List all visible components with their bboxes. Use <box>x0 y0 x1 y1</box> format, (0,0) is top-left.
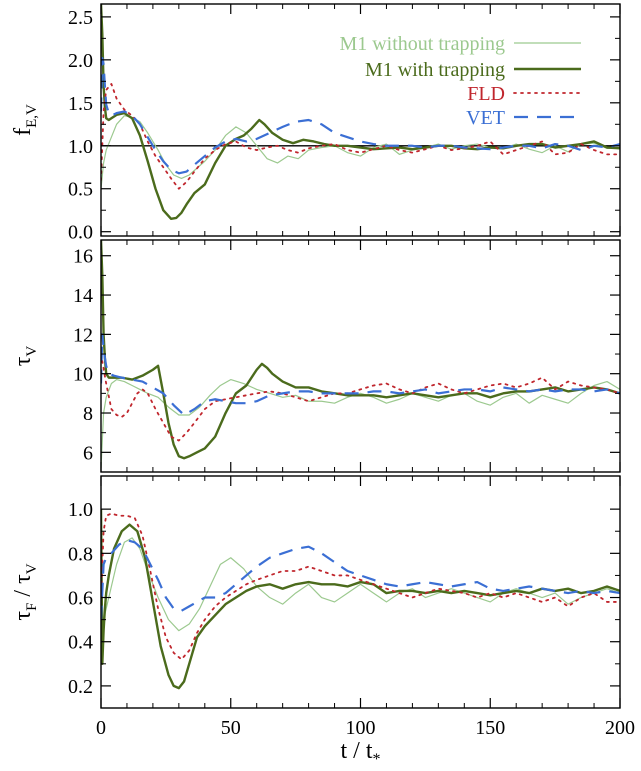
plot-frame <box>100 239 621 473</box>
y-tick-label: 14 <box>73 285 93 307</box>
y-tick-label: 0.6 <box>68 588 93 610</box>
legend-label: M1 without trapping <box>339 33 505 55</box>
series-vet <box>101 538 620 620</box>
series-vet <box>101 57 620 175</box>
series-m1-with-trapping <box>101 509 620 690</box>
y-tick-label: 2.5 <box>68 7 93 29</box>
series-group <box>101 4 620 221</box>
x-tick-label: 0 <box>96 717 106 739</box>
y-tick-label: 10 <box>73 364 93 386</box>
panel-tauF_tauV: 0.2 0.4 0.6 0.8 1.0 τF / τV 0 50 100 150 200 t / t* <box>10 475 635 768</box>
series-fld <box>101 83 620 190</box>
legend-label: VET <box>466 107 505 129</box>
series-group <box>101 509 620 690</box>
legend-label: M1 with trapping <box>365 59 505 81</box>
y-tick-label: 1.0 <box>68 136 93 158</box>
series-group <box>101 240 620 469</box>
y-axis-label: fE,V <box>10 104 40 136</box>
y-tick-label: 0.0 <box>68 222 93 244</box>
panel-tauV: 6 8 10 12 14 16 τV <box>10 239 621 473</box>
panels: 0.0 0.5 1.0 1.5 2.0 2.5 fE,V M1 without trappin… <box>10 3 635 768</box>
legend-label: FLD <box>467 83 505 105</box>
y-tick-label: 0.2 <box>68 676 93 698</box>
y-axis-label: τF / τV <box>10 563 40 620</box>
series-fld <box>101 353 620 442</box>
legend: M1 without trapping M1 with trappingFLDVE… <box>339 33 582 129</box>
series-m1-without-trapping <box>101 115 620 189</box>
y-tick-label: 2.0 <box>68 50 93 72</box>
y-axis-label: τV <box>10 346 40 367</box>
series-m1-with-trapping <box>101 240 620 460</box>
plot-frame <box>100 475 621 709</box>
y-tick-label: 1.5 <box>68 93 93 115</box>
series-vet <box>101 333 620 417</box>
x-tick-label: 100 <box>346 717 376 739</box>
x-tick-label: 150 <box>475 717 505 739</box>
series-m1-without-trapping <box>101 378 620 469</box>
y-tick-label: 8 <box>83 403 93 425</box>
x-axis-label: t / t* <box>340 738 380 768</box>
x-tick-label: 50 <box>221 717 241 739</box>
y-tick-label: 12 <box>73 324 93 346</box>
x-tick-label: 200 <box>605 717 635 739</box>
y-tick-label: 0.8 <box>68 543 93 565</box>
y-tick-label: 0.4 <box>68 632 93 654</box>
series-fld <box>101 512 620 661</box>
series-m1-without-trapping <box>101 537 620 632</box>
panel-fEV: 0.0 0.5 1.0 1.5 2.0 2.5 fE,V M1 without trappin… <box>10 3 621 244</box>
y-tick-label: 16 <box>73 246 93 268</box>
y-tick-label: 0.5 <box>68 179 93 201</box>
y-tick-label: 6 <box>83 442 93 464</box>
y-tick-label: 1.0 <box>68 499 93 521</box>
